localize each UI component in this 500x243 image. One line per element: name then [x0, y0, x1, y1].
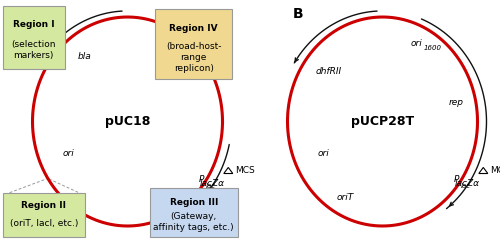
- FancyBboxPatch shape: [2, 6, 65, 69]
- Text: dhfRII: dhfRII: [316, 67, 342, 76]
- Text: oriT: oriT: [337, 193, 354, 202]
- Text: P: P: [454, 175, 458, 184]
- Text: ori: ori: [318, 148, 330, 157]
- Text: A: A: [5, 7, 16, 21]
- Text: Region III: Region III: [170, 198, 218, 207]
- Text: lac: lac: [461, 183, 471, 189]
- FancyBboxPatch shape: [150, 188, 238, 237]
- Text: MCS: MCS: [490, 166, 500, 175]
- FancyBboxPatch shape: [155, 9, 232, 79]
- Text: (Gateway,
affinity tags, etc.): (Gateway, affinity tags, etc.): [154, 212, 234, 232]
- Polygon shape: [479, 167, 488, 174]
- Text: pUC18: pUC18: [105, 115, 150, 128]
- Text: lacZα: lacZα: [200, 179, 224, 188]
- Text: ori: ori: [410, 39, 422, 48]
- Text: rep: rep: [448, 98, 464, 107]
- Text: Region I: Region I: [13, 20, 54, 29]
- Text: 1600: 1600: [424, 45, 442, 51]
- FancyBboxPatch shape: [2, 193, 85, 237]
- Polygon shape: [224, 167, 233, 174]
- Text: pUCP28T: pUCP28T: [351, 115, 414, 128]
- Text: (selection
markers): (selection markers): [12, 40, 56, 60]
- Text: lac: lac: [206, 183, 216, 189]
- Text: lacZα: lacZα: [454, 179, 479, 188]
- Text: bla: bla: [77, 52, 91, 61]
- Text: ori: ori: [63, 148, 74, 157]
- Text: Region IV: Region IV: [170, 24, 218, 33]
- Text: Region II: Region II: [21, 201, 66, 210]
- Text: P: P: [198, 175, 203, 184]
- Text: MCS: MCS: [236, 166, 255, 175]
- Text: (broad-host-
range
replicon): (broad-host- range replicon): [166, 42, 222, 73]
- Text: B: B: [292, 7, 303, 21]
- Text: (oriT, lacI, etc.): (oriT, lacI, etc.): [10, 219, 78, 228]
